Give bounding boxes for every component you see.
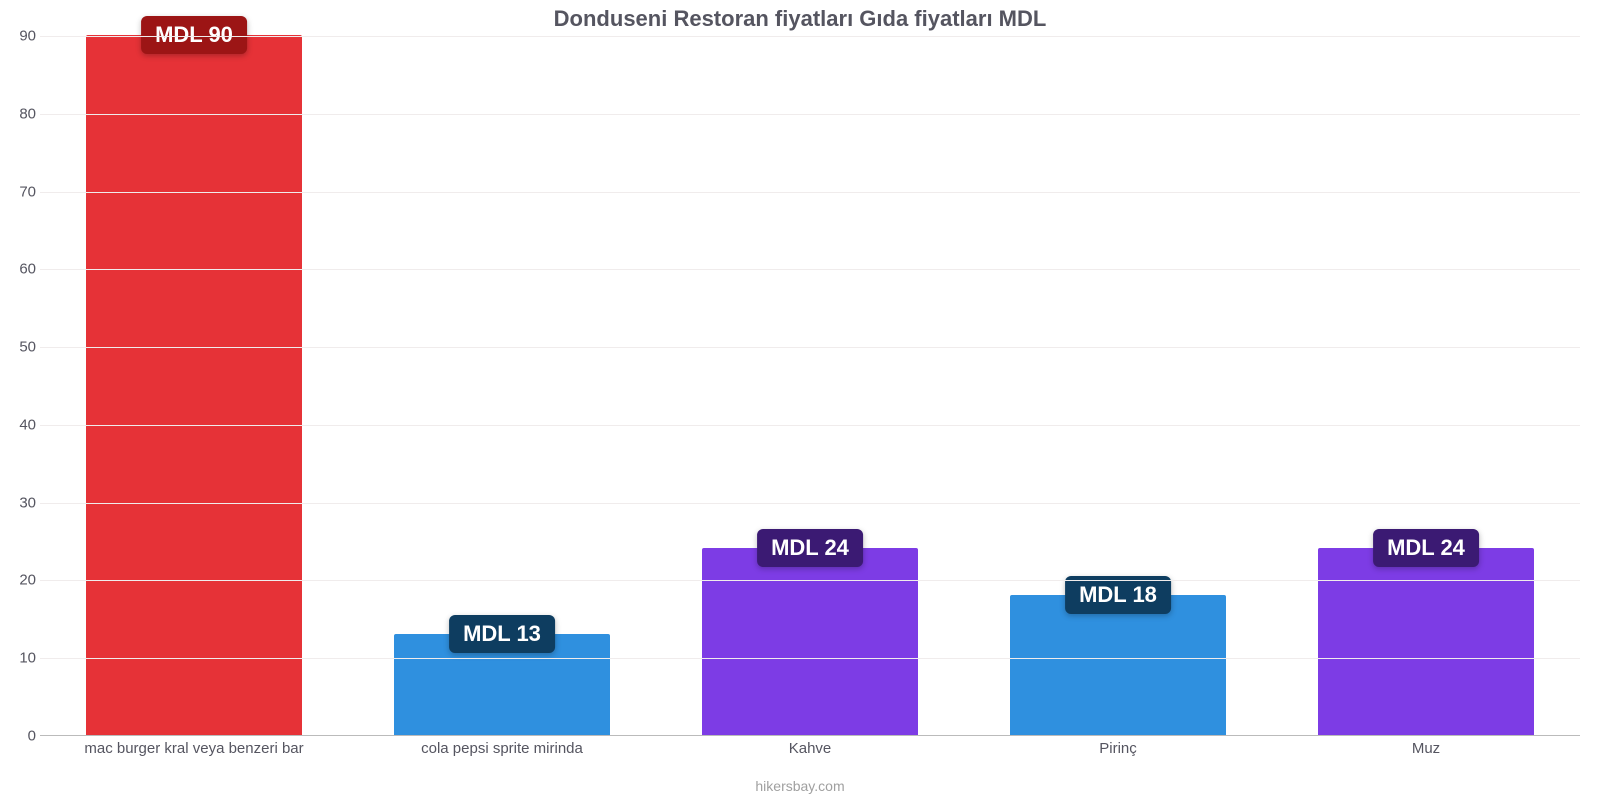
gridline [40, 580, 1580, 581]
bar: MDL 24 [702, 548, 918, 735]
bar-slot: MDL 24 [656, 36, 964, 735]
bar-slot: MDL 13 [348, 36, 656, 735]
x-tick-label: cola pepsi sprite mirinda [348, 740, 656, 757]
gridline [40, 658, 1580, 659]
bars-container: MDL 90 MDL 13 MDL 24 MDL 18 MDL 24 [40, 36, 1580, 735]
value-badge: MDL 18 [1065, 576, 1171, 614]
bar: MDL 18 [1010, 595, 1226, 735]
bar-slot: MDL 18 [964, 36, 1272, 735]
gridline [40, 36, 1580, 37]
y-tick-label: 40 [6, 416, 36, 433]
bar-slot: MDL 24 [1272, 36, 1580, 735]
bar: MDL 90 [86, 35, 302, 735]
y-tick-label: 50 [6, 339, 36, 356]
y-tick-label: 90 [6, 28, 36, 45]
y-tick-label: 70 [6, 183, 36, 200]
y-tick-label: 60 [6, 261, 36, 278]
value-badge: MDL 90 [141, 16, 247, 54]
price-bar-chart: Donduseni Restoran fiyatları Gıda fiyatl… [0, 0, 1600, 800]
gridline [40, 347, 1580, 348]
gridline [40, 269, 1580, 270]
gridline [40, 425, 1580, 426]
gridline [40, 114, 1580, 115]
x-tick-label: Pirinç [964, 740, 1272, 757]
y-tick-label: 20 [6, 572, 36, 589]
chart-plot-area: MDL 90MDL 13MDL 24MDL 18MDL 24 010203040… [40, 36, 1580, 736]
chart-attribution: hikersbay.com [0, 778, 1600, 794]
x-tick-label: Kahve [656, 740, 964, 757]
value-badge: MDL 13 [449, 615, 555, 653]
y-tick-label: 10 [6, 650, 36, 667]
value-badge: MDL 24 [757, 529, 863, 567]
x-tick-label: mac burger kral veya benzeri bar [40, 740, 348, 757]
x-axis-labels: mac burger kral veya benzeri barcola pep… [40, 740, 1580, 757]
bar: MDL 24 [1318, 548, 1534, 735]
gridline [40, 503, 1580, 504]
y-tick-label: 30 [6, 494, 36, 511]
x-tick-label: Muz [1272, 740, 1580, 757]
y-tick-label: 80 [6, 105, 36, 122]
bar-slot: MDL 90 [40, 36, 348, 735]
gridline [40, 192, 1580, 193]
y-tick-label: 0 [6, 728, 36, 745]
value-badge: MDL 24 [1373, 529, 1479, 567]
bar: MDL 13 [394, 634, 610, 735]
